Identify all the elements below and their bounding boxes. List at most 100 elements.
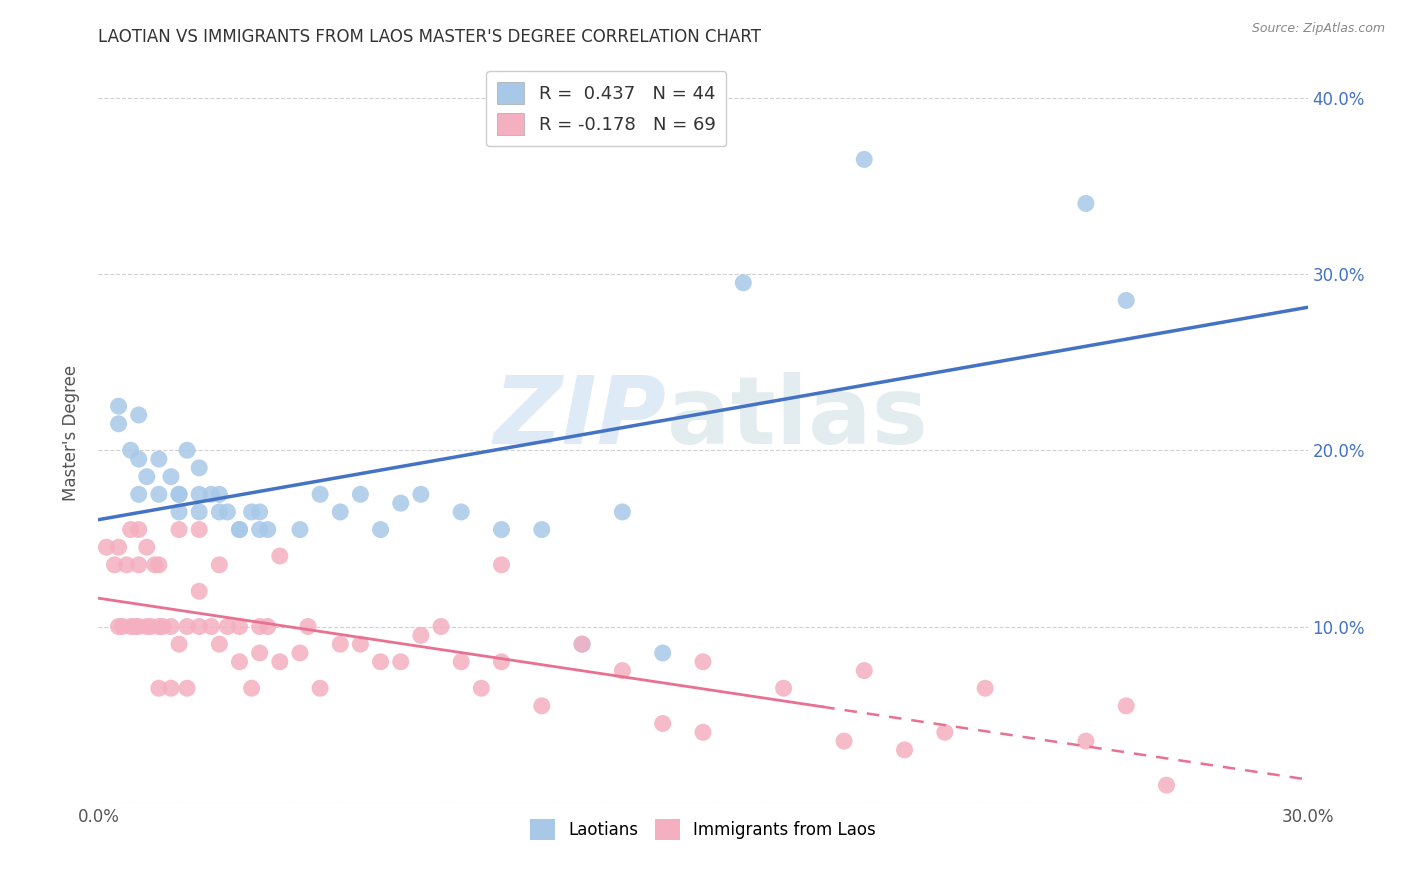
Point bbox=[256, 523, 278, 537]
Point bbox=[733, 276, 755, 290]
Point bbox=[111, 619, 134, 633]
Point bbox=[188, 505, 211, 519]
Point bbox=[148, 452, 170, 467]
Point bbox=[349, 487, 371, 501]
Point bbox=[1074, 734, 1097, 748]
Point bbox=[188, 619, 211, 633]
Point bbox=[530, 523, 553, 537]
Point bbox=[188, 461, 211, 475]
Point bbox=[103, 558, 125, 572]
Point bbox=[269, 549, 291, 563]
Point bbox=[167, 487, 190, 501]
Point bbox=[249, 523, 271, 537]
Point bbox=[249, 505, 271, 519]
Point bbox=[167, 505, 190, 519]
Point bbox=[200, 619, 222, 633]
Point bbox=[1156, 778, 1178, 792]
Point bbox=[143, 558, 166, 572]
Point bbox=[389, 655, 412, 669]
Point bbox=[188, 487, 211, 501]
Point bbox=[491, 523, 513, 537]
Point bbox=[470, 681, 492, 696]
Point bbox=[491, 655, 513, 669]
Point bbox=[240, 505, 263, 519]
Point bbox=[450, 655, 472, 669]
Point bbox=[148, 619, 170, 633]
Text: LAOTIAN VS IMMIGRANTS FROM LAOS MASTER'S DEGREE CORRELATION CHART: LAOTIAN VS IMMIGRANTS FROM LAOS MASTER'S… bbox=[98, 28, 762, 45]
Point bbox=[135, 540, 157, 554]
Point bbox=[135, 619, 157, 633]
Point bbox=[228, 619, 250, 633]
Point bbox=[491, 558, 513, 572]
Point bbox=[188, 523, 211, 537]
Point bbox=[612, 505, 634, 519]
Point bbox=[124, 619, 146, 633]
Point bbox=[128, 619, 150, 633]
Point bbox=[692, 725, 714, 739]
Point bbox=[208, 505, 231, 519]
Text: atlas: atlas bbox=[666, 372, 928, 464]
Point bbox=[228, 523, 250, 537]
Point bbox=[297, 619, 319, 633]
Point bbox=[430, 619, 453, 633]
Point bbox=[107, 619, 129, 633]
Point bbox=[152, 619, 174, 633]
Point bbox=[128, 487, 150, 501]
Point bbox=[208, 637, 231, 651]
Point bbox=[188, 584, 211, 599]
Point bbox=[450, 505, 472, 519]
Point bbox=[120, 619, 142, 633]
Point bbox=[612, 664, 634, 678]
Point bbox=[160, 619, 183, 633]
Point bbox=[651, 716, 673, 731]
Point bbox=[832, 734, 855, 748]
Point bbox=[692, 655, 714, 669]
Point bbox=[370, 523, 392, 537]
Point bbox=[288, 646, 311, 660]
Point bbox=[148, 681, 170, 696]
Point bbox=[200, 487, 222, 501]
Point bbox=[208, 558, 231, 572]
Point bbox=[772, 681, 794, 696]
Point bbox=[974, 681, 997, 696]
Point bbox=[934, 725, 956, 739]
Point bbox=[208, 487, 231, 501]
Point bbox=[893, 743, 915, 757]
Point bbox=[389, 496, 412, 510]
Point bbox=[228, 523, 250, 537]
Point bbox=[571, 637, 593, 651]
Point bbox=[228, 655, 250, 669]
Point bbox=[370, 655, 392, 669]
Legend: Laotians, Immigrants from Laos: Laotians, Immigrants from Laos bbox=[523, 813, 883, 847]
Point bbox=[409, 487, 432, 501]
Point bbox=[176, 681, 198, 696]
Point bbox=[128, 523, 150, 537]
Point bbox=[217, 505, 239, 519]
Point bbox=[309, 487, 332, 501]
Point bbox=[651, 646, 673, 660]
Text: Source: ZipAtlas.com: Source: ZipAtlas.com bbox=[1251, 22, 1385, 36]
Point bbox=[107, 417, 129, 431]
Point bbox=[217, 619, 239, 633]
Point bbox=[1115, 293, 1137, 308]
Point bbox=[120, 523, 142, 537]
Point bbox=[249, 619, 271, 633]
Point bbox=[249, 646, 271, 660]
Point bbox=[853, 664, 876, 678]
Point bbox=[240, 681, 263, 696]
Point bbox=[160, 469, 183, 483]
Point bbox=[176, 443, 198, 458]
Point bbox=[167, 523, 190, 537]
Point bbox=[1115, 698, 1137, 713]
Point bbox=[135, 469, 157, 483]
Point bbox=[409, 628, 432, 642]
Point bbox=[269, 655, 291, 669]
Point bbox=[96, 540, 118, 554]
Point bbox=[349, 637, 371, 651]
Point bbox=[309, 681, 332, 696]
Point bbox=[128, 408, 150, 422]
Point bbox=[128, 558, 150, 572]
Point bbox=[115, 558, 138, 572]
Point bbox=[288, 523, 311, 537]
Point bbox=[256, 619, 278, 633]
